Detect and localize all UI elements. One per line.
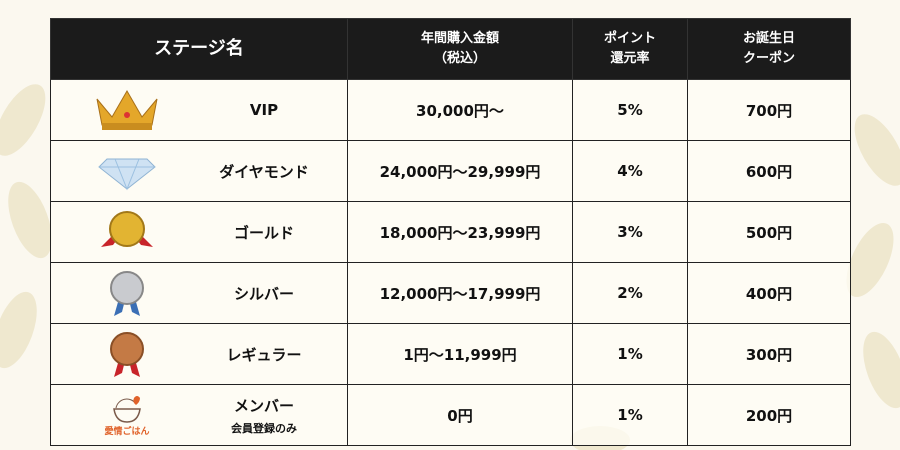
stage-name: シルバー [233,284,294,303]
table-row: ゴールド 18,000円～23,999円 3% 500円 [50,201,851,263]
aijou-gohan-logo: 愛情ごはん [104,394,150,437]
stage-name: ダイヤモンド [219,162,309,181]
silver-medal-icon [110,271,144,316]
header-coupon: お誕生日 クーポン [687,18,851,80]
header-points: ポイント 還元率 [572,18,688,80]
birthday-coupon: 500円 [687,201,851,263]
table-row: 愛情ごはん メンバー会員登録のみ 0円 1% 200円 [50,384,851,446]
point-rate: 2% [572,262,688,324]
table-row: シルバー 12,000円～17,999円 2% 400円 [50,262,851,324]
bronze-medal-icon [110,332,144,377]
purchase-amount: 1円～11,999円 [347,323,573,385]
purchase-amount: 24,000円～29,999円 [347,140,573,202]
birthday-coupon: 600円 [687,140,851,202]
stage-name: VIP [249,101,279,119]
point-rate: 1% [572,384,688,446]
table-row: レギュラー 1円～11,999円 1% 300円 [50,323,851,385]
stage-note: 会員登録のみ [231,421,297,435]
membership-stage-table: ステージ名 年間購入金額 （税込） ポイント 還元率 お誕生日 クーポン VIP 30… [50,18,851,446]
gold-medal-icon [101,211,153,247]
birthday-coupon: 200円 [687,384,851,446]
diamond-icon [98,158,156,191]
birthday-coupon: 700円 [687,79,851,141]
header-stage: ステージ名 [50,18,348,80]
purchase-amount: 18,000円～23,999円 [347,201,573,263]
point-rate: 1% [572,323,688,385]
birthday-coupon: 300円 [687,323,851,385]
crown-icon [96,89,158,130]
point-rate: 4% [572,140,688,202]
birthday-coupon: 400円 [687,262,851,324]
purchase-amount: 0円 [347,384,573,446]
header-purchase: 年間購入金額 （税込） [347,18,573,80]
stage-name: ゴールド [233,223,294,242]
stage-name: メンバー [233,396,294,415]
purchase-amount: 12,000円～17,999円 [347,262,573,324]
stage-name: レギュラー [226,345,302,364]
point-rate: 5% [572,79,688,141]
table-header: ステージ名 年間購入金額 （税込） ポイント 還元率 お誕生日 クーポン [50,18,851,80]
table-row: VIP 30,000円～ 5% 700円 [50,79,851,141]
table-row: ダイヤモンド 24,000円～29,999円 4% 600円 [50,140,851,202]
purchase-amount: 30,000円～ [347,79,573,141]
point-rate: 3% [572,201,688,263]
